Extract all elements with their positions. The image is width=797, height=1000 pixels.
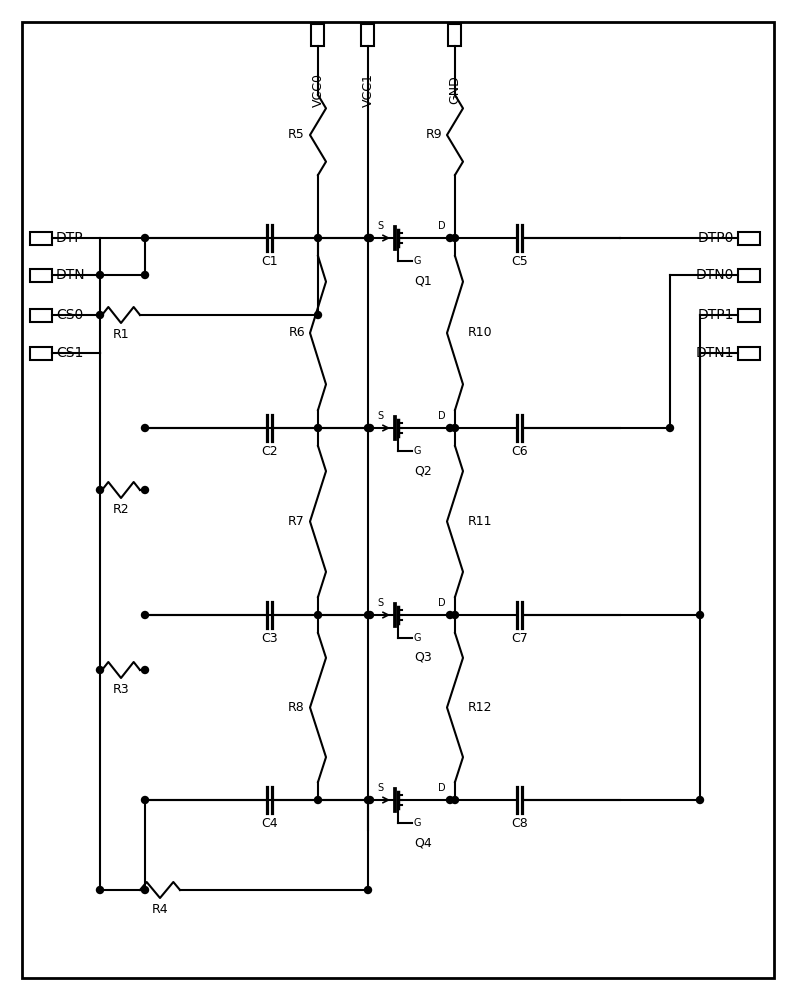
Text: R5: R5	[289, 128, 305, 141]
Text: R4: R4	[151, 903, 168, 916]
Text: R8: R8	[289, 701, 305, 714]
Text: R2: R2	[112, 503, 129, 516]
Text: Q4: Q4	[414, 836, 432, 849]
Text: C2: C2	[261, 445, 278, 458]
Circle shape	[697, 611, 704, 618]
Text: Q1: Q1	[414, 274, 432, 287]
Text: C7: C7	[512, 632, 528, 645]
Circle shape	[451, 796, 458, 804]
Circle shape	[315, 424, 321, 432]
Text: G: G	[414, 446, 422, 456]
Text: R12: R12	[468, 701, 493, 714]
Circle shape	[315, 312, 321, 318]
Circle shape	[446, 424, 453, 432]
Circle shape	[142, 886, 148, 894]
Text: DTP0: DTP0	[697, 231, 734, 245]
Circle shape	[666, 424, 673, 432]
Bar	[30, 347, 52, 360]
Text: VCC0: VCC0	[312, 73, 324, 107]
Text: S: S	[377, 411, 383, 421]
Circle shape	[96, 271, 104, 278]
Text: R3: R3	[112, 683, 129, 696]
Circle shape	[315, 234, 321, 241]
Text: Q2: Q2	[414, 464, 432, 477]
Circle shape	[367, 611, 374, 618]
Text: C3: C3	[261, 632, 278, 645]
Text: S: S	[377, 598, 383, 608]
Circle shape	[446, 611, 453, 618]
Text: R11: R11	[468, 515, 493, 528]
Circle shape	[96, 666, 104, 674]
Circle shape	[364, 886, 371, 894]
Circle shape	[364, 796, 371, 804]
Circle shape	[142, 234, 148, 241]
Text: R7: R7	[289, 515, 305, 528]
Text: G: G	[414, 818, 422, 828]
Bar	[30, 268, 52, 282]
Circle shape	[315, 611, 321, 618]
Circle shape	[142, 796, 148, 804]
Text: R1: R1	[112, 328, 129, 341]
Circle shape	[364, 234, 371, 241]
Circle shape	[96, 886, 104, 894]
Text: CS1: CS1	[56, 346, 84, 360]
Text: GND: GND	[449, 76, 461, 104]
Circle shape	[96, 487, 104, 493]
Circle shape	[367, 424, 374, 432]
Text: R10: R10	[468, 326, 493, 340]
Text: G: G	[414, 256, 422, 266]
Text: DTP1: DTP1	[697, 308, 734, 322]
Circle shape	[315, 796, 321, 804]
Circle shape	[142, 487, 148, 493]
Bar	[362, 24, 375, 46]
Text: R9: R9	[426, 128, 442, 141]
Bar	[738, 268, 760, 282]
Text: G: G	[414, 633, 422, 643]
Text: C4: C4	[261, 817, 278, 830]
Text: DTN: DTN	[56, 268, 85, 282]
Circle shape	[367, 234, 374, 241]
Bar	[738, 232, 760, 244]
Circle shape	[142, 666, 148, 674]
Circle shape	[96, 312, 104, 318]
Text: C5: C5	[512, 255, 528, 268]
Text: C8: C8	[512, 817, 528, 830]
Text: S: S	[377, 783, 383, 793]
Text: CS0: CS0	[56, 308, 83, 322]
Bar	[312, 24, 324, 46]
Circle shape	[451, 424, 458, 432]
Text: VCC1: VCC1	[362, 73, 375, 107]
Circle shape	[451, 611, 458, 618]
Circle shape	[142, 424, 148, 432]
Text: S: S	[377, 221, 383, 231]
Text: D: D	[438, 598, 446, 608]
Text: D: D	[438, 411, 446, 421]
Text: C6: C6	[512, 445, 528, 458]
Circle shape	[364, 611, 371, 618]
Circle shape	[697, 796, 704, 804]
Bar	[449, 24, 461, 46]
Circle shape	[142, 611, 148, 618]
Circle shape	[142, 271, 148, 278]
Text: DTN1: DTN1	[696, 346, 734, 360]
Text: DTN0: DTN0	[696, 268, 734, 282]
Circle shape	[364, 424, 371, 432]
Text: DTP: DTP	[56, 231, 84, 245]
Bar	[738, 347, 760, 360]
Bar	[30, 232, 52, 244]
Bar	[738, 308, 760, 322]
Circle shape	[451, 234, 458, 241]
Text: D: D	[438, 221, 446, 231]
Circle shape	[367, 796, 374, 804]
Text: C1: C1	[261, 255, 278, 268]
Text: D: D	[438, 783, 446, 793]
Circle shape	[446, 796, 453, 804]
Text: Q3: Q3	[414, 651, 432, 664]
Bar	[30, 308, 52, 322]
Text: R6: R6	[289, 326, 305, 340]
Circle shape	[446, 234, 453, 241]
